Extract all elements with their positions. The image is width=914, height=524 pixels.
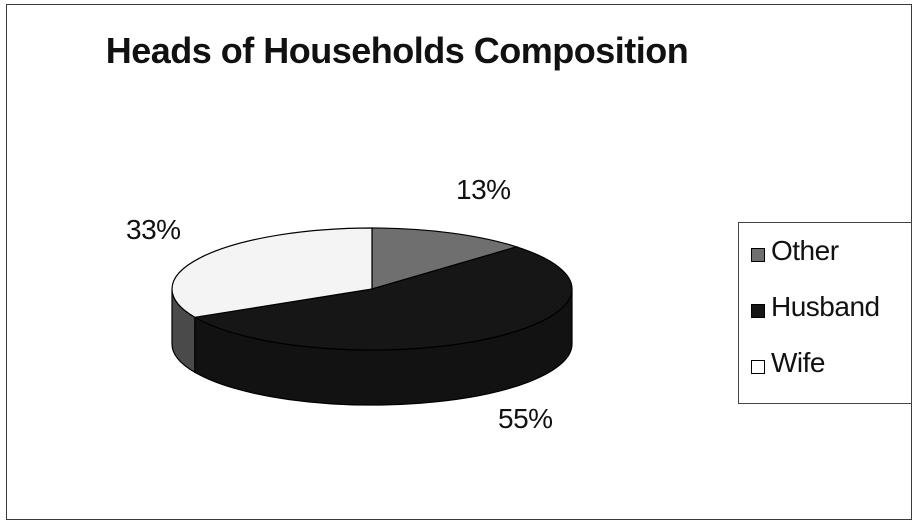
legend-swatch-wife [751, 360, 765, 374]
pie-slice-wife [171, 227, 373, 318]
pie-top-face [171, 227, 573, 351]
legend-swatch-other [751, 248, 765, 262]
chart-title: Heads of Households Composition [105, 30, 689, 71]
pie-slice-other [371, 227, 519, 290]
legend-item-husband: Husband [751, 291, 880, 323]
legend-label-wife: Wife [771, 347, 826, 378]
pie-slice-husband [193, 246, 573, 351]
legend-item-other: Other [751, 235, 839, 267]
legend: Other Husband Wife [738, 222, 912, 404]
data-label-other: 13% [456, 174, 511, 205]
data-label-husband: 55% [498, 403, 553, 434]
legend-label-other: Other [771, 235, 839, 266]
legend-item-wife: Wife [751, 347, 826, 379]
data-label-wife: 33% [126, 214, 181, 245]
legend-swatch-husband [751, 304, 765, 318]
legend-label-husband: Husband [771, 291, 880, 322]
pie-side-walls [171, 288, 573, 406]
